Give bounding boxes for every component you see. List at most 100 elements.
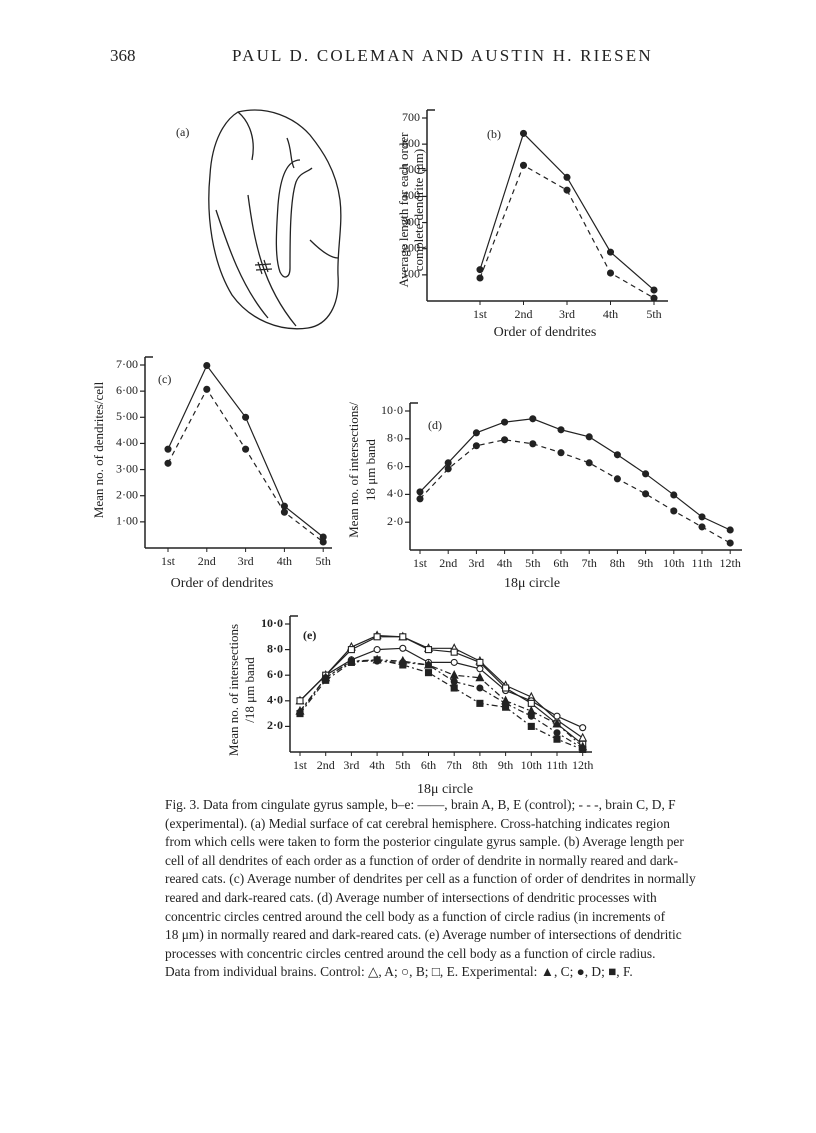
- y-tick-label: 2·0: [267, 718, 283, 732]
- running-header: PAUL D. COLEMAN AND AUSTIN H. RIESEN: [232, 46, 653, 65]
- x-tick-label: 7th: [447, 758, 462, 772]
- x-tick-label: 9th: [498, 758, 513, 772]
- data-point: [606, 269, 615, 277]
- series-line: [299, 647, 583, 729]
- data-point: [578, 732, 588, 742]
- data-point: [502, 684, 510, 692]
- series-line: [299, 659, 584, 748]
- data-point: [373, 633, 381, 641]
- x-tick-label: 2nd: [317, 758, 335, 772]
- series-line: [419, 418, 731, 531]
- y-tick-label: 4·0: [267, 693, 283, 707]
- x-tick-label: 3rd: [468, 556, 484, 570]
- series-line: [299, 636, 584, 745]
- x-tick-label: 1st: [473, 307, 488, 321]
- data-point: [519, 161, 528, 169]
- data-point: [563, 173, 571, 181]
- x-tick-label: 4th: [603, 307, 618, 321]
- data-point: [280, 508, 288, 516]
- x-tick-label: 9th: [638, 556, 653, 570]
- data-point: [650, 286, 658, 294]
- data-point: [373, 646, 381, 654]
- data-point: [444, 459, 452, 467]
- data-point: [373, 656, 381, 664]
- y-tick-label: 4·0: [387, 486, 403, 500]
- y-tick-label: 600: [402, 136, 420, 150]
- x-tick-label: 2nd: [439, 556, 457, 570]
- y-tick-label: 5·00: [116, 409, 138, 423]
- data-point: [579, 745, 587, 753]
- caption-line: reared cats. (c) Average number of dendr…: [165, 871, 696, 887]
- series-line: [479, 132, 655, 291]
- x-tick-label: 10th: [521, 758, 542, 772]
- data-point: [476, 266, 484, 274]
- data-point: [450, 684, 458, 692]
- data-point: [450, 678, 458, 686]
- data-point: [726, 526, 734, 534]
- data-point: [296, 697, 304, 705]
- x-tick-label: 4th: [277, 554, 292, 568]
- x-tick-label: 2nd: [515, 307, 533, 321]
- x-tick-label: 5th: [525, 556, 540, 570]
- x-axis-label: 18μ circle: [417, 782, 473, 797]
- brain-diagram: [208, 109, 342, 330]
- y-axis-label: complete dendrite (μm): [411, 149, 426, 271]
- x-tick-label: 5th: [646, 307, 661, 321]
- caption-line: processes with concentric circles centre…: [165, 945, 656, 961]
- data-point: [472, 442, 480, 450]
- data-point: [527, 712, 535, 720]
- y-tick-label: 6·00: [116, 383, 138, 397]
- data-point: [501, 418, 509, 426]
- y-tick-label: 10·0: [381, 403, 403, 417]
- panel-label: (d): [428, 418, 442, 432]
- data-point: [529, 415, 537, 423]
- panel-label: (e): [303, 628, 316, 642]
- data-point: [322, 676, 330, 684]
- y-tick-label: 7·00: [116, 357, 138, 371]
- data-point: [698, 513, 706, 521]
- data-point: [476, 684, 484, 692]
- data-point: [399, 644, 407, 652]
- data-point: [670, 491, 678, 499]
- data-point: [552, 718, 562, 728]
- data-point: [416, 488, 424, 496]
- x-tick-label: 8th: [472, 758, 487, 772]
- y-axis-label: Average length for each order: [396, 132, 411, 288]
- y-tick-label: 700: [402, 110, 420, 124]
- y-axis-label: Mean no. of intersections/: [346, 402, 361, 538]
- y-tick-label: 10·0: [261, 616, 283, 630]
- data-point: [203, 385, 211, 393]
- y-axis-label: /18 μm band: [242, 657, 257, 723]
- series-line: [299, 660, 584, 749]
- data-point: [613, 475, 621, 483]
- x-tick-label: 12th: [720, 556, 741, 570]
- x-tick-label: 1st: [413, 556, 428, 570]
- x-tick-label: 6th: [421, 758, 436, 772]
- x-tick-label: 6th: [553, 556, 568, 570]
- x-tick-label: 1st: [161, 554, 176, 568]
- data-point: [347, 658, 355, 666]
- caption-line: Fig. 3. Data from cingulate gyrus sample…: [165, 797, 676, 812]
- x-tick-label: 5th: [316, 554, 331, 568]
- y-tick-label: 200: [402, 240, 420, 254]
- x-axis-label: Order of dendrites: [171, 576, 274, 591]
- y-tick-label: 300: [402, 214, 420, 228]
- x-tick-label: 4th: [497, 556, 512, 570]
- series-line: [479, 164, 655, 299]
- data-point: [529, 440, 537, 448]
- data-point: [557, 449, 565, 457]
- data-point: [585, 459, 593, 467]
- data-point: [476, 699, 484, 707]
- data-point: [164, 459, 172, 467]
- panel-label: (a): [176, 125, 189, 139]
- data-point: [424, 669, 433, 677]
- x-tick-label: 5th: [395, 758, 410, 772]
- data-point: [502, 703, 510, 711]
- x-tick-label: 3rd: [343, 758, 359, 772]
- data-point: [444, 465, 452, 473]
- data-point: [476, 658, 484, 666]
- data-point: [416, 495, 424, 503]
- data-point: [450, 658, 458, 666]
- series-line: [299, 634, 584, 739]
